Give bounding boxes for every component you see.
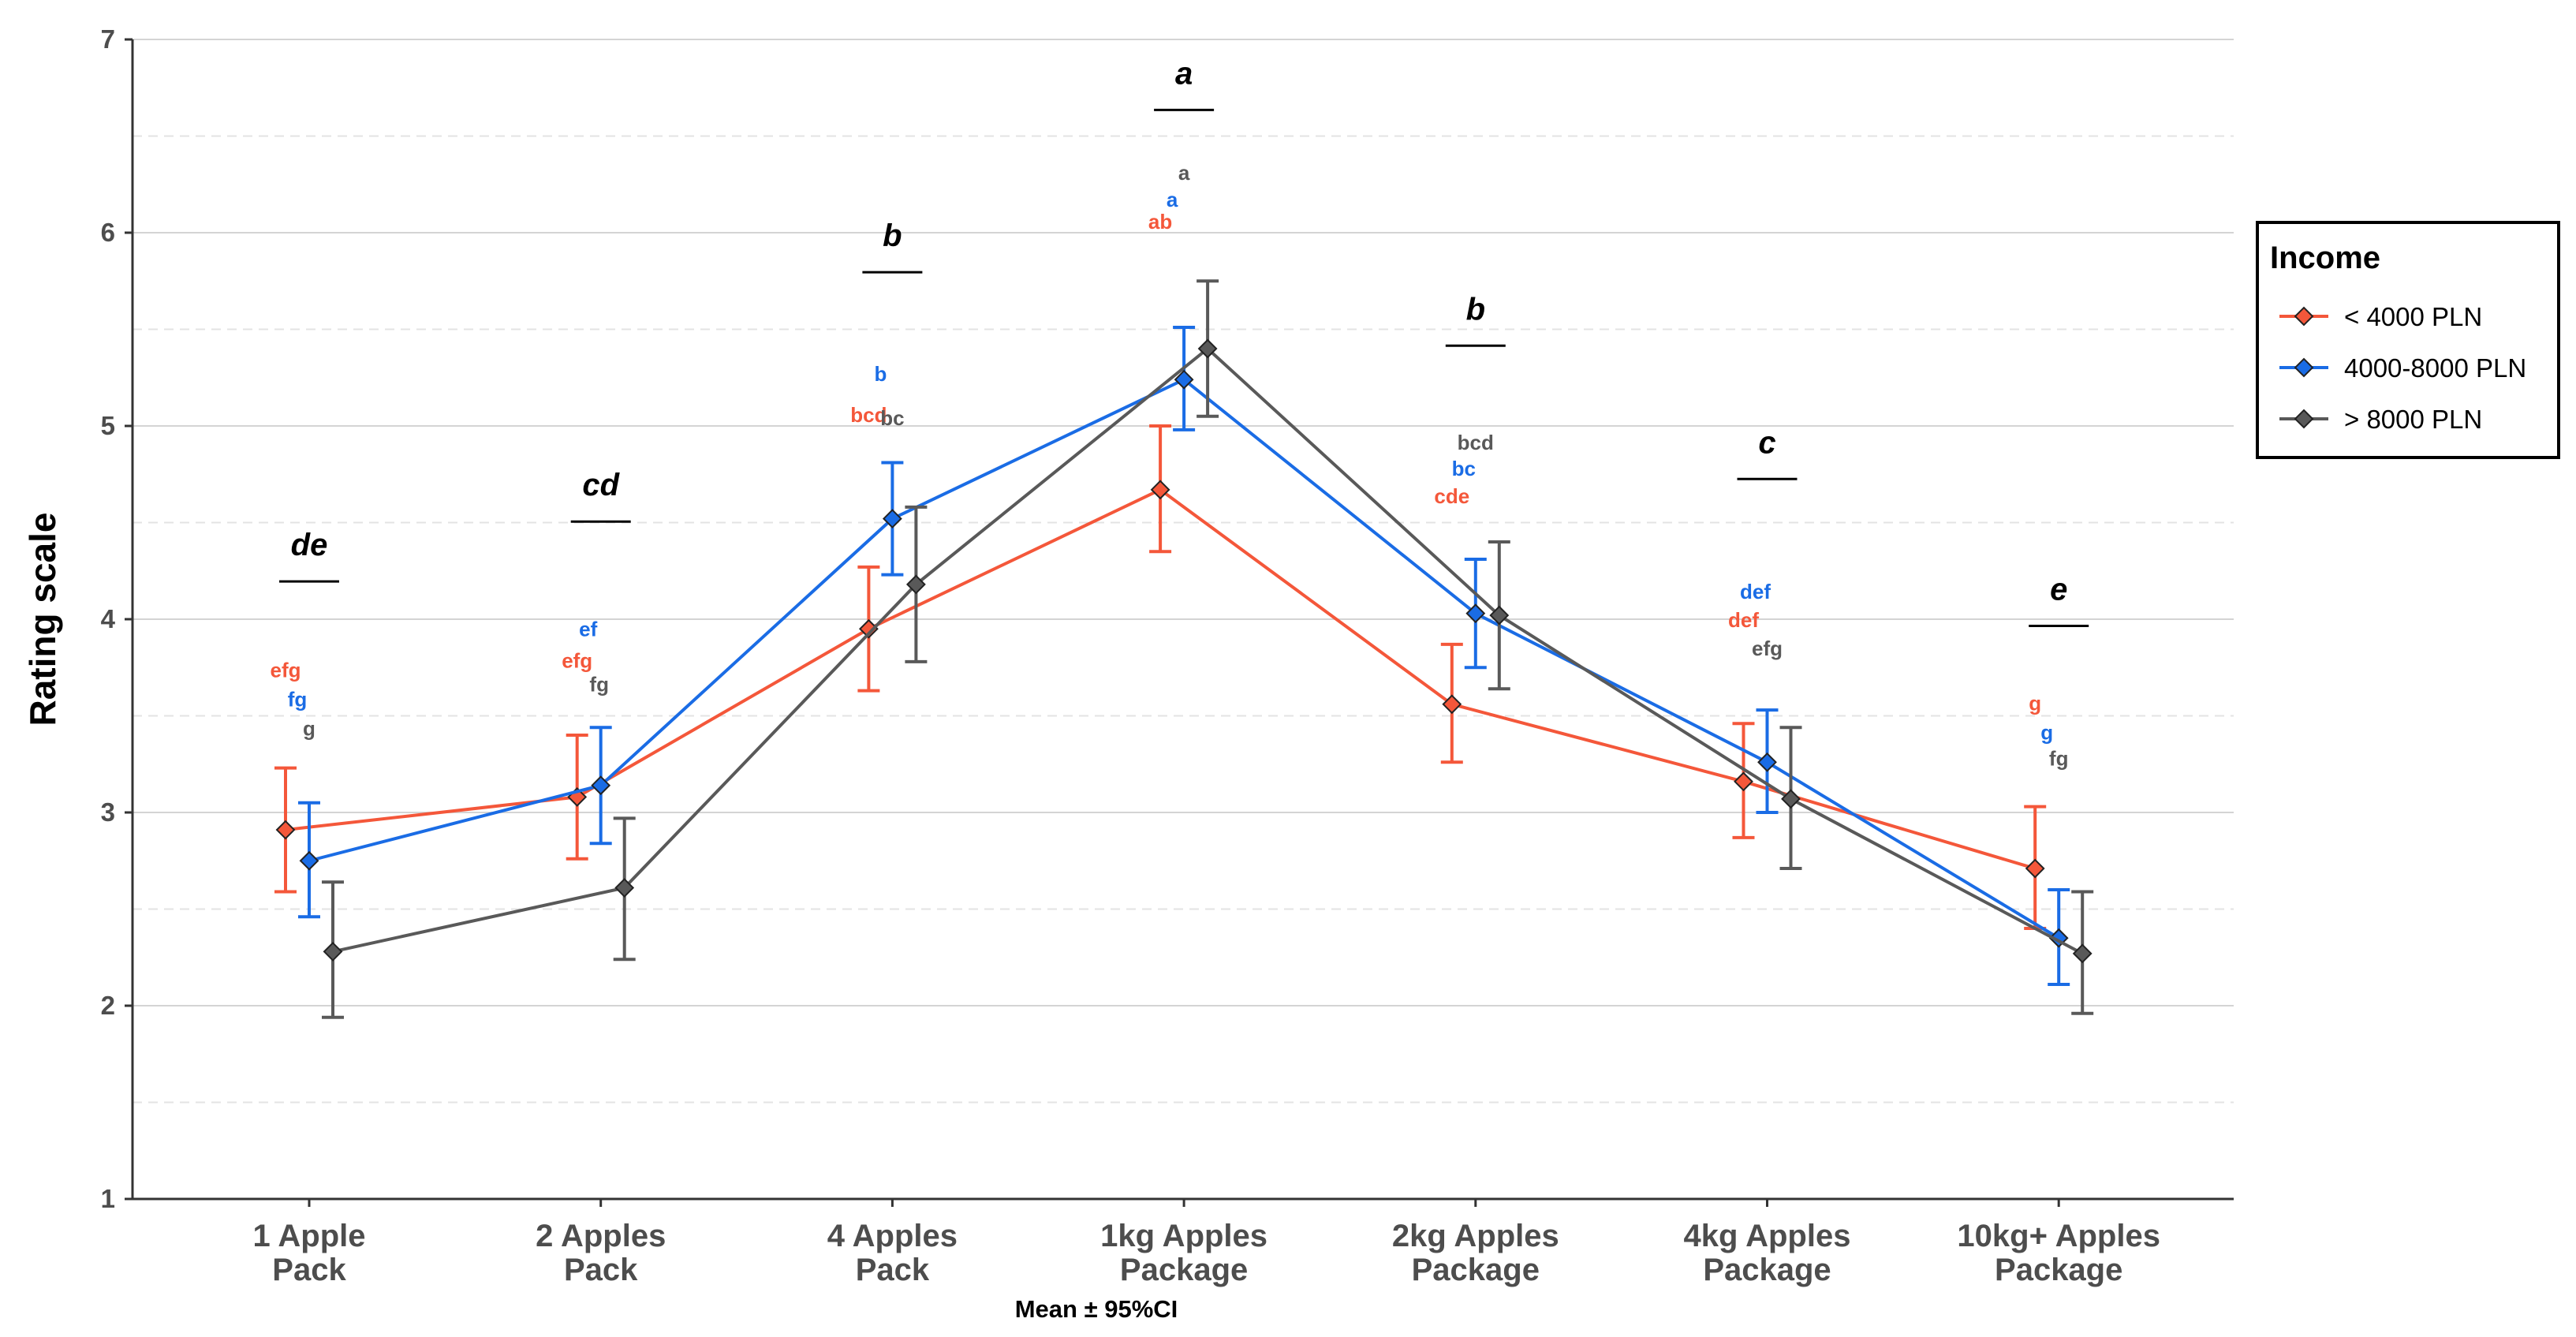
data-point	[1197, 338, 1218, 359]
data-point	[1489, 605, 1510, 626]
legend: Income < 4000 PLN 4000-8000 PLN > 8000 PLN	[2256, 221, 2560, 459]
data-point	[614, 878, 635, 898]
series-3	[322, 279, 2094, 1019]
overall-sig-letter: c	[1758, 425, 1775, 460]
y-tick-label: 5	[101, 411, 115, 440]
y-tick-label: 2	[101, 991, 115, 1020]
series-1-sig-letter: ab	[1148, 210, 1172, 233]
data-point	[323, 941, 343, 962]
data-point	[1150, 480, 1170, 500]
x-axis-title: Mean ± 95%CI	[1015, 1295, 1178, 1323]
legend-key-marker	[2294, 357, 2314, 378]
y-tick-label: 4	[101, 604, 116, 633]
x-tick-label: 10kg+ Apples	[1957, 1219, 2160, 1253]
series-2-sig-letter: g	[2040, 721, 2053, 745]
y-axis-title: Rating scale	[22, 513, 63, 726]
x-tick-label: Pack	[856, 1253, 930, 1287]
x-tick-label: Package	[1995, 1253, 2122, 1287]
series-2-sig-letter: bc	[1452, 457, 1476, 480]
series-1-sig-letter: bcd	[850, 403, 887, 427]
legend-label: < 4000 PLN	[2344, 302, 2482, 331]
series-1-sig-letter: efg	[562, 648, 592, 672]
overall-sig-letter: cd	[582, 468, 620, 502]
overall-sig-letter: de	[291, 528, 328, 562]
legend-key-marker	[2294, 306, 2314, 327]
series-1	[274, 424, 2047, 930]
series-1-sig-letter: def	[1728, 608, 1759, 632]
data-point	[299, 850, 319, 871]
series-layer	[274, 279, 2094, 1019]
x-tick-label: Package	[1412, 1253, 1540, 1287]
series-2	[298, 326, 2070, 987]
y-tick-label: 1	[101, 1184, 115, 1213]
x-tick-label: Pack	[564, 1253, 638, 1287]
data-point	[905, 574, 926, 595]
series-2-sig-letter: b	[874, 362, 887, 386]
data-point	[591, 775, 611, 796]
data-point	[1465, 603, 1486, 624]
data-point	[882, 509, 902, 529]
series-3-sig-letter: fg	[589, 672, 609, 696]
legend-title: Income	[2270, 241, 2380, 275]
x-tick-label: 2kg Apples	[1392, 1219, 1559, 1253]
overall-sig-letter: b	[883, 218, 902, 253]
series-2-sig-letter: ef	[579, 617, 597, 640]
series-1-sig-letter: cde	[1434, 484, 1469, 508]
data-point	[1781, 789, 1801, 809]
series-3-sig-letter: g	[303, 717, 315, 741]
data-point	[1442, 694, 1462, 715]
series-3-sig-letter: a	[1178, 161, 1190, 185]
overall-sig-letter: e	[2050, 573, 2067, 607]
data-point	[1734, 771, 1753, 792]
x-tick-label: Pack	[272, 1253, 346, 1287]
x-tick-label: 4kg Apples	[1684, 1219, 1851, 1253]
x-tick-label: 1 Apple	[253, 1219, 366, 1253]
series-2-sig-letter: fg	[288, 688, 308, 711]
x-tick-label: Package	[1120, 1253, 1248, 1287]
data-point	[1757, 752, 1777, 772]
x-tick-label: 1kg Apples	[1100, 1219, 1267, 1253]
legend-label: 4000-8000 PLN	[2344, 353, 2526, 383]
overall-sig-letter: a	[1175, 56, 1193, 91]
series-3-sig-letter: bc	[880, 406, 904, 430]
series-1-sig-letter: efg	[271, 659, 301, 682]
series-2-sig-letter: a	[1167, 188, 1178, 211]
legend-key-marker	[2294, 409, 2314, 429]
y-tick-label: 7	[101, 24, 115, 54]
data-point	[2025, 858, 2045, 879]
data-point	[275, 820, 296, 840]
overall-sig-letter: b	[1466, 292, 1485, 327]
x-tick-label: Package	[1703, 1253, 1831, 1287]
legend-label: > 8000 PLN	[2344, 405, 2482, 434]
series-1-sig-letter: g	[2029, 692, 2041, 715]
data-point	[2072, 943, 2093, 964]
data-point	[1174, 369, 1194, 390]
series-2-sig-letter: def	[1740, 580, 1771, 603]
series-3-sig-letter: fg	[2049, 747, 2069, 771]
grid	[133, 39, 2234, 1104]
x-tick-label: 2 Apples	[536, 1219, 666, 1253]
series-line	[332, 346, 2084, 955]
y-tick-label: 3	[101, 797, 115, 827]
y-tick-label: 6	[101, 218, 115, 247]
series-3-sig-letter: efg	[1752, 637, 1783, 660]
x-tick-label: 4 Apples	[827, 1219, 958, 1253]
series-3-sig-letter: bcd	[1458, 431, 1494, 454]
